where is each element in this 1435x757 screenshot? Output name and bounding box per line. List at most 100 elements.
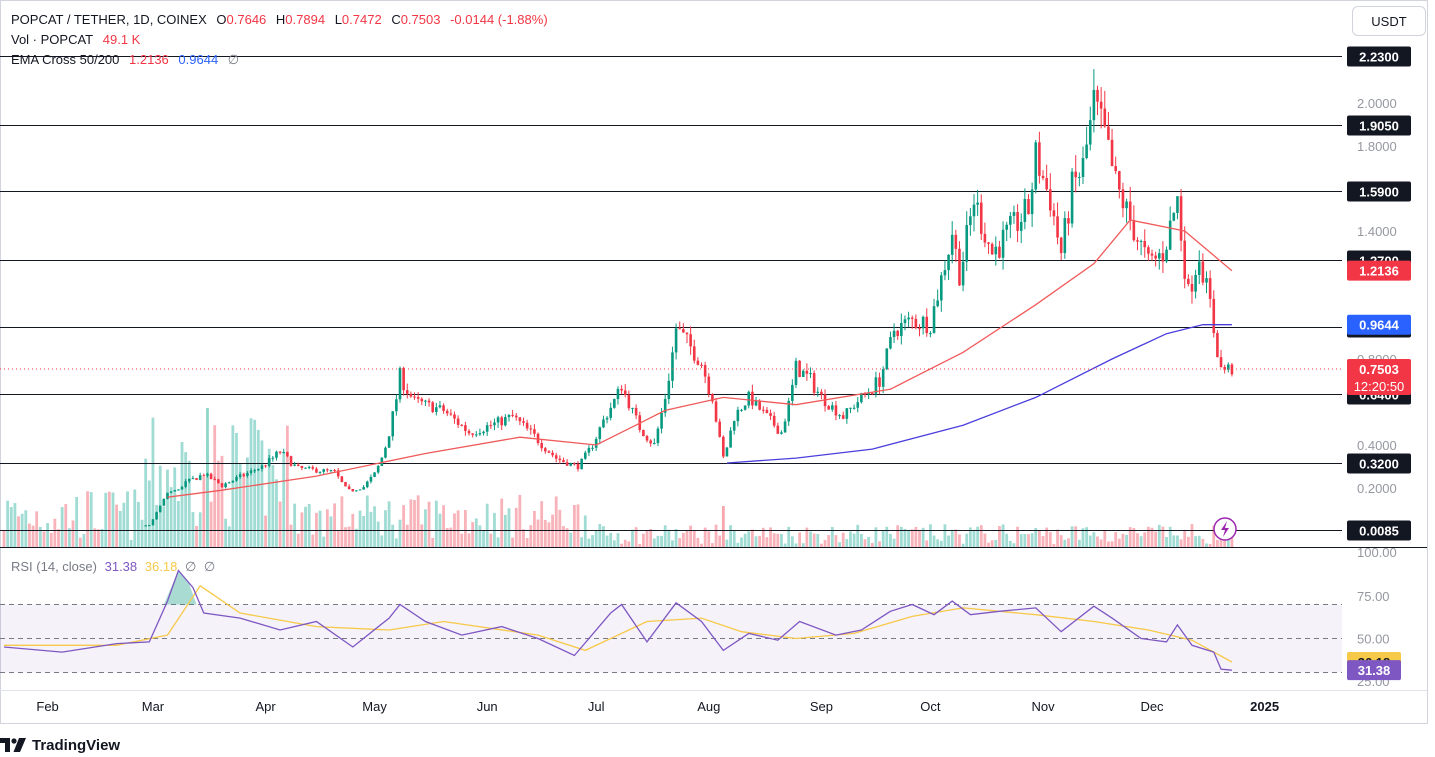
candle-body <box>896 330 900 337</box>
candle-body <box>275 451 278 458</box>
candle-body <box>761 409 765 411</box>
volume-bar <box>652 538 656 547</box>
candle-body <box>304 467 307 469</box>
close-value: 0.7503 <box>400 12 441 27</box>
candle-body <box>249 470 253 473</box>
rsi-legend: RSI (14, close) 31.38 36.18 ∅ ∅ <box>11 559 215 575</box>
volume-bar <box>696 537 700 547</box>
volume-bar <box>231 425 235 547</box>
candle-body <box>1179 196 1183 241</box>
rsi-badge <box>1347 660 1401 681</box>
candle-body <box>387 436 391 448</box>
volume-bar <box>137 501 140 547</box>
candle-body <box>1219 357 1223 368</box>
price-badges: 2.23001.90501.59001.27000.95500.64000.32… <box>1347 46 1411 541</box>
volume-bar <box>82 534 86 547</box>
volume-bar <box>645 530 649 547</box>
volume-bar <box>471 522 475 547</box>
candle-body <box>558 458 562 461</box>
candle-body <box>518 417 522 422</box>
volume-bar <box>365 495 369 547</box>
tradingview-logo-icon[interactable] <box>0 738 26 752</box>
candle-body <box>929 333 932 335</box>
volume-bar <box>115 504 119 547</box>
volume-bar <box>681 532 685 547</box>
volume-bar <box>740 537 743 547</box>
volume-bar <box>155 505 158 547</box>
level-badge <box>1347 46 1411 67</box>
volume-bar <box>384 510 387 547</box>
volume-bar <box>1085 527 1089 547</box>
volume-bar <box>1016 526 1019 547</box>
candle-body <box>642 429 645 437</box>
volume-bar <box>75 496 79 547</box>
volume-bar <box>1081 528 1085 547</box>
candle-body <box>1088 120 1092 145</box>
candle-body <box>347 486 351 490</box>
time-axis[interactable]: Feb Mar Apr May Jun Jul Aug Sep Oct Nov Dec 2025 <box>36 699 1279 714</box>
volume-bar <box>456 510 460 547</box>
candle-body <box>184 481 187 487</box>
volume-bar <box>1077 539 1081 547</box>
volume-bar <box>787 526 791 547</box>
candle-body <box>1132 220 1136 241</box>
candle-body <box>282 452 286 454</box>
volume-bar <box>260 440 264 547</box>
volume-bar <box>38 526 42 547</box>
volume-bar <box>1201 538 1205 547</box>
candle-body <box>965 225 969 262</box>
candle-body <box>1223 367 1226 370</box>
change-value: -0.0144 (-1.88%) <box>450 12 548 27</box>
volume-bar <box>547 522 551 547</box>
ema-label[interactable]: EMA Cross 50/200 <box>11 52 120 67</box>
volume-bar <box>147 480 151 547</box>
volume-bar <box>304 506 307 547</box>
currency-button[interactable]: USDT <box>1352 6 1426 36</box>
volume-bar <box>162 506 166 547</box>
volume-bar <box>64 504 68 547</box>
volume-bar <box>431 537 435 547</box>
candle-body <box>565 462 569 466</box>
volume-label[interactable]: Vol · POPCAT <box>11 32 94 47</box>
candle-body <box>1067 218 1070 224</box>
candle-body <box>1023 198 1027 222</box>
volume-bar <box>496 537 500 547</box>
volume-bar <box>954 529 958 547</box>
volume-bar <box>1045 527 1049 547</box>
candle-body <box>391 411 395 437</box>
volume-bar <box>402 505 406 547</box>
volume-bar <box>325 509 329 547</box>
candle-body <box>442 405 445 411</box>
volume-bar <box>427 501 431 547</box>
volume-bar <box>333 503 336 547</box>
candle-body <box>791 384 794 401</box>
volume-bar <box>1197 535 1201 547</box>
volume-bar <box>344 527 347 547</box>
candle-body <box>736 409 740 422</box>
volume-bar <box>1110 541 1114 547</box>
candle-body <box>692 346 696 361</box>
volume-bar <box>750 529 754 547</box>
candle-body <box>1099 101 1103 109</box>
tradingview-brand[interactable]: TradingView <box>32 736 121 754</box>
lightning-icon[interactable] <box>1213 517 1237 541</box>
candle-body <box>166 492 169 499</box>
candle-body <box>809 373 812 375</box>
candle-body <box>180 486 184 490</box>
volume-bar <box>518 494 522 547</box>
volume-bar <box>6 500 10 547</box>
volume-bar <box>31 525 35 547</box>
rsi-label[interactable]: RSI (14, close) <box>11 559 97 574</box>
volume-bar <box>572 504 576 547</box>
rsi-ma-value: 36.18 <box>144 559 178 574</box>
volume-bar <box>478 525 482 547</box>
volume-bar <box>1172 535 1176 547</box>
volume-bar <box>329 516 333 547</box>
symbol-title[interactable]: POPCAT / TETHER, 1D, COINEX <box>11 12 207 27</box>
volume-bar <box>275 479 278 547</box>
volume-bar <box>28 523 31 547</box>
candle-body <box>424 400 427 402</box>
candle-body <box>907 317 910 320</box>
